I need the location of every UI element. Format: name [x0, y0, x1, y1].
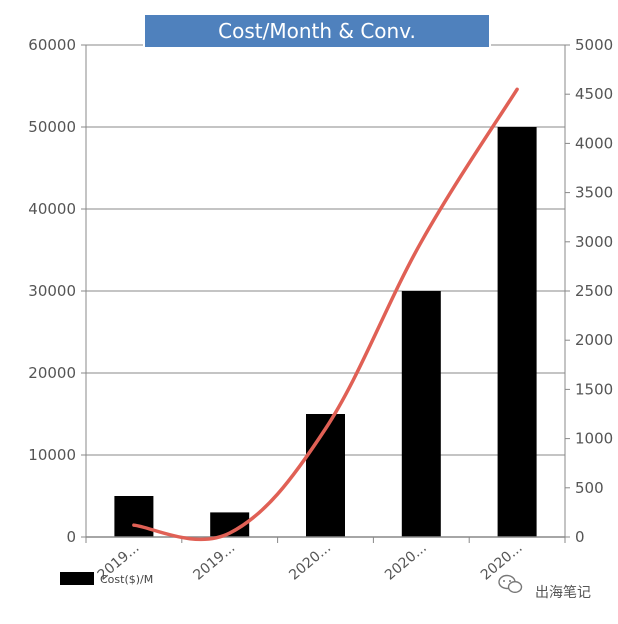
right-tick-label: 1000: [575, 430, 613, 448]
bar: [497, 127, 537, 537]
left-tick-label: 20000: [28, 364, 76, 382]
right-tick-labels: 0 500 1000 1500 2000 2500 3000 3500 4000 4500 5000: [565, 36, 613, 546]
category-labels: 2019... 2019... 2020... 2020... 2020...: [85, 537, 566, 584]
watermark: 出海笔记: [498, 574, 591, 601]
legend-swatch: [60, 572, 94, 585]
category-label: 2019...: [190, 540, 238, 584]
right-tick-label: 2500: [575, 282, 613, 300]
bar: [401, 291, 441, 537]
chart-title-box: Cost/Month & Conv.: [143, 13, 491, 49]
left-tick-label: 50000: [28, 118, 76, 136]
legend: Cost($)/M: [60, 572, 153, 586]
right-tick-label: 500: [575, 479, 604, 497]
right-tick-label: 1500: [575, 380, 613, 398]
left-tick-label: 60000: [28, 36, 76, 54]
left-tick-label: 10000: [28, 446, 76, 464]
category-label: 2020...: [286, 540, 334, 584]
left-tick-label: 30000: [28, 282, 76, 300]
right-tick-label: 4500: [575, 85, 613, 103]
left-tick-labels: 0 10000 20000 30000 40000 50000 60000: [28, 36, 86, 546]
left-tick-label: 0: [66, 528, 76, 546]
bar: [306, 414, 345, 537]
gridlines: [86, 44, 565, 456]
wechat-icon: [498, 574, 523, 594]
bar: [114, 496, 154, 537]
bars: [114, 127, 537, 537]
watermark-text: 出海笔记: [535, 585, 591, 601]
right-tick-label: 3000: [575, 233, 613, 251]
right-tick-label: 2000: [575, 331, 613, 349]
right-tick-label: 4000: [575, 134, 613, 152]
left-tick-label: 40000: [28, 200, 76, 218]
right-tick-label: 3500: [575, 184, 613, 202]
legend-label: Cost($)/M: [100, 573, 153, 586]
category-label: 2020...: [382, 540, 430, 584]
conversion-line: [132, 87, 519, 542]
right-tick-label: 0: [575, 528, 585, 546]
chart-title: Cost/Month & Conv.: [218, 19, 416, 43]
right-tick-label: 5000: [575, 36, 613, 54]
